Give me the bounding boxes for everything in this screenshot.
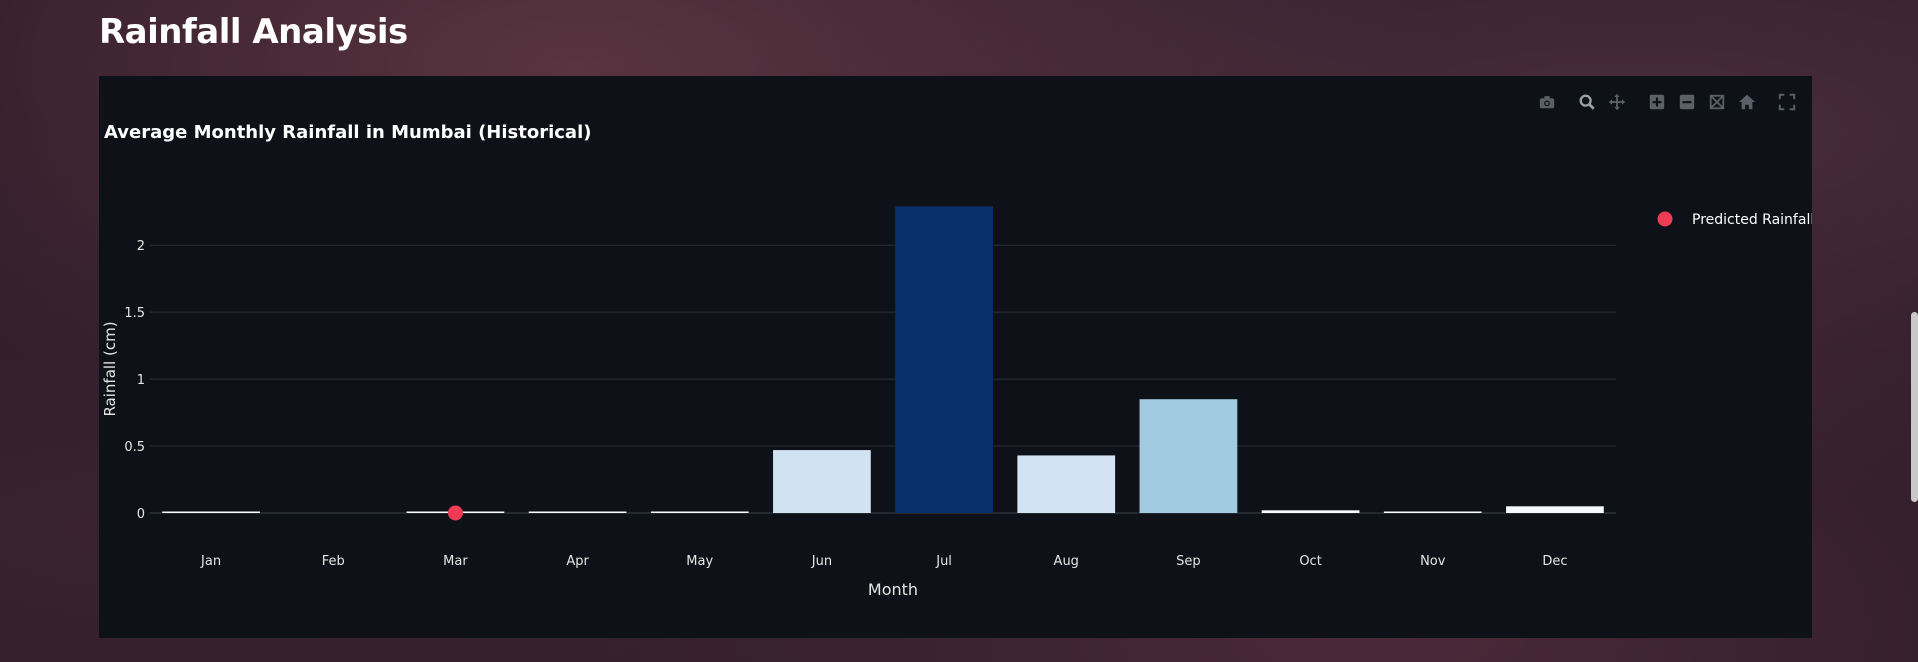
x-tick-label: Aug [1054,554,1079,569]
x-axis-label: Month [868,580,918,599]
bar-aug[interactable] [1017,455,1116,513]
x-tick-label: Dec [1542,554,1567,569]
zoom-out-icon[interactable] [1672,90,1702,114]
x-tick-label: Jul [935,554,952,569]
legend-marker [1657,211,1673,227]
x-tick-label: Jun [811,554,832,569]
zoom-icon[interactable] [1572,90,1602,114]
bar-dec[interactable] [1506,506,1604,513]
x-tick-label: Jan [200,554,221,569]
y-tick-label: 2 [137,239,145,254]
y-tick-label: 1 [137,373,145,388]
bar-apr[interactable] [528,511,627,514]
x-tick-label: Mar [443,554,468,569]
legend-label: Predicted Rainfall [1692,212,1812,228]
page-title: Rainfall Analysis [99,12,408,52]
pan-icon[interactable] [1602,90,1632,114]
x-tick-label: Feb [322,554,345,569]
zoom-in-icon[interactable] [1642,90,1672,114]
camera-icon[interactable] [1532,90,1562,114]
predicted-rainfall-point[interactable] [447,505,463,521]
bar-sep[interactable] [1139,399,1238,513]
autoscale-icon[interactable] [1702,90,1732,114]
legend[interactable]: Predicted Rainfall [1657,211,1814,229]
x-tick-label: Oct [1299,554,1321,569]
y-axis-label: Rainfall (cm) [101,321,119,416]
bar-oct[interactable] [1261,510,1360,513]
y-tick-label: 0 [137,507,145,522]
scrollbar[interactable] [1911,312,1918,502]
modebar [1532,90,1802,114]
home-icon[interactable] [1732,90,1762,114]
x-tick-label: Apr [566,554,589,569]
y-tick-label: 0.5 [124,440,145,455]
chart-panel: Average Monthly Rainfall in Mumbai (Hist… [99,76,1918,638]
bar-jan[interactable] [162,511,260,514]
x-tick-label: Sep [1176,554,1201,569]
chart-title: Average Monthly Rainfall in Mumbai (Hist… [104,122,591,143]
bar-may[interactable] [650,511,749,514]
x-tick-label: Nov [1420,554,1446,569]
x-tick-label: May [686,554,713,569]
bar-jul[interactable] [895,206,993,513]
bar-nov[interactable] [1383,511,1482,514]
fullscreen-icon[interactable] [1772,90,1802,114]
bar-jun[interactable] [773,450,871,513]
rainfall-bar-chart: Average Monthly Rainfall in Mumbai (Hist… [101,122,1814,599]
y-tick-label: 1.5 [124,306,145,321]
